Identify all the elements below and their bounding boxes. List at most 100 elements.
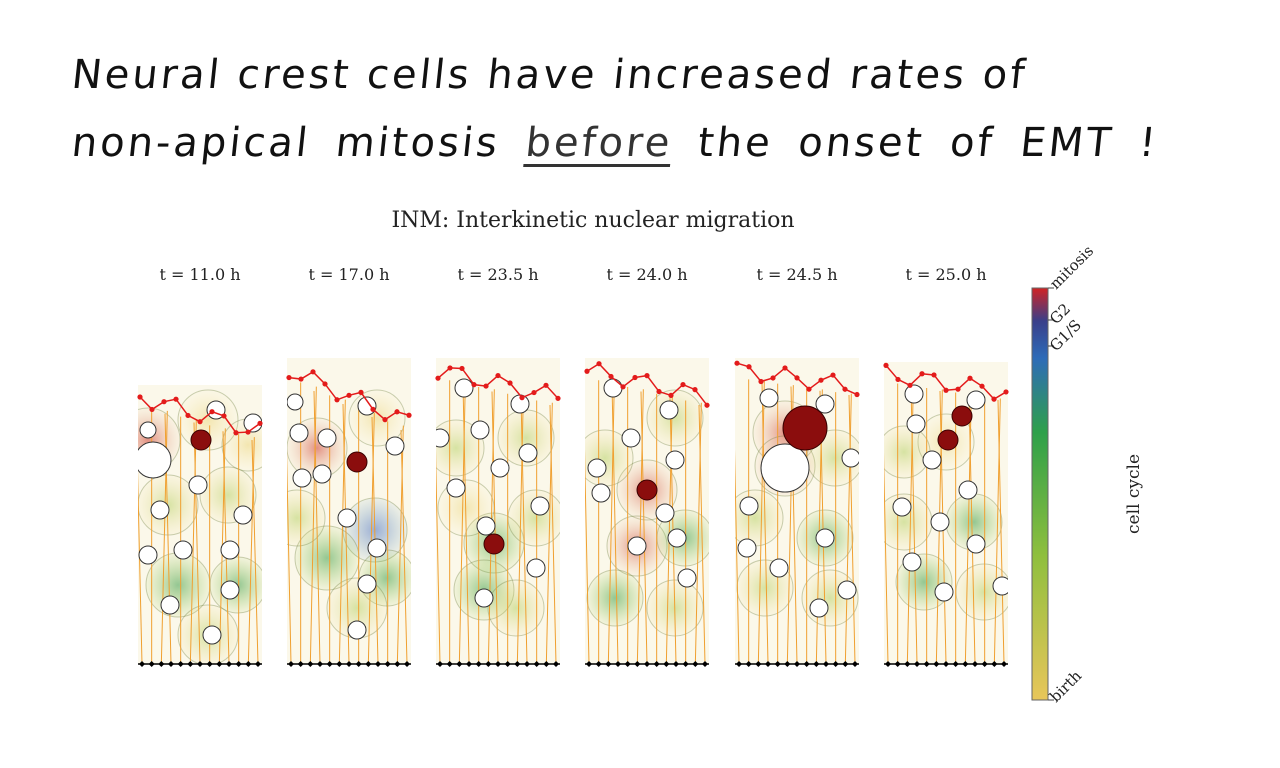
apical-junction-dot [584,368,590,374]
apical-junction-dot [245,429,251,435]
basal-anchor-dot [226,661,232,667]
apical-junction-dot [955,386,961,392]
cell-fiber [287,449,292,664]
nucleus [667,528,687,548]
nucleus [530,496,550,516]
basal-anchor-dot [885,661,891,667]
basal-anchor-dot [446,661,453,667]
nucleus [815,394,835,414]
basal-anchor-dot [158,661,165,667]
basal-anchor-dot [177,661,184,667]
basal-anchor-dot [1001,661,1007,667]
apical-junction-dot [382,417,388,423]
cell-fiber [400,429,408,664]
basal-anchor-dot [187,661,194,667]
apical-junction-dot [161,399,167,405]
nucleus [627,536,647,556]
inm-panel: t = 24.0 h [584,265,710,667]
nucleus [287,393,304,411]
panel-time-label: t = 25.0 h [905,265,986,284]
basal-anchor-dot [644,661,650,667]
apical-junction-dot [842,386,848,392]
colorbar-tick-label: mitosis [1046,242,1097,293]
basal-anchor-dot [375,661,381,667]
apical-junction-dot [943,387,949,393]
apical-junction-dot [1003,389,1009,395]
nucleus [904,384,924,404]
basal-anchor-dot [514,661,521,667]
apical-junction-dot [794,375,800,381]
basal-anchor-dot [216,661,223,667]
basal-anchor-dot [394,661,401,667]
basal-anchor-dot [615,661,621,667]
cell-fiber [138,469,143,664]
nucleus [958,480,978,500]
nucleus [587,458,607,478]
cell-fiber [436,449,441,664]
nucleus [815,528,835,548]
cell-fiber [549,404,557,664]
apical-junction-dot [173,396,179,402]
apical-junction-dot [197,419,203,425]
nucleus [930,512,950,532]
panel-time-label: t = 23.5 h [457,265,538,284]
nucleus [474,588,494,608]
apical-junction-dot [596,361,602,367]
apical-junction-dot [358,389,364,395]
basal-anchor-dot [475,661,482,667]
nucleus [760,443,810,493]
nucleus [737,538,757,558]
cell-fiber [585,449,590,664]
basal-anchor-dot [437,661,443,667]
cell-fiber [968,395,976,664]
basal-anchor-dot [832,661,839,667]
basal-anchor-dot [605,661,612,667]
nucleus [233,505,253,525]
apical-junction-dot [531,389,537,396]
cell-fiber [342,403,350,664]
apical-junction-dot [758,378,764,385]
basal-anchor-dot [346,661,352,667]
basal-anchor-dot [336,661,343,667]
nucleus [188,475,208,495]
apical-junction-dot [322,381,328,387]
colorbar-gradient [1031,287,1049,701]
basal-anchor-dot [355,661,362,667]
nucleus [138,441,172,479]
nucleus [367,538,387,558]
basal-anchor-dot [595,661,602,667]
nucleus [337,508,357,528]
cell-fiber [848,394,856,664]
basal-anchor-dot [981,661,988,667]
basal-anchor-dot [682,661,689,667]
nucleus [677,568,697,588]
nucleus [841,448,859,468]
nucleus [357,574,377,594]
figure-title: INM: Interkinetic nuclear migration [391,208,795,233]
basal-anchor-dot [148,661,155,667]
basal-anchor-dot [456,661,463,667]
apical-junction-dot [919,371,925,377]
nucleus [837,580,857,600]
apical-junction-dot [806,386,812,392]
basal-anchor-dot [553,661,559,667]
apical-junction-dot [310,369,316,375]
basal-anchor-dot [255,661,261,667]
basal-anchor-dot [404,661,410,667]
nucleus [591,483,611,503]
nucleus [906,414,926,434]
nucleus [621,428,641,448]
nucleus [655,503,675,523]
nucleus [892,497,912,517]
nucleus [809,598,829,618]
inm-panel: t = 17.0 h [286,265,412,667]
nucleus [992,576,1008,596]
basal-anchor-dot [624,661,631,667]
panel-time-label: t = 24.0 h [606,265,687,284]
apical-junction-dot [620,384,626,390]
apical-junction-dot [854,391,860,398]
cell-fiber [735,449,740,664]
apical-junction-dot [668,392,674,399]
nucleus [922,450,942,470]
basal-anchor-dot [923,661,930,667]
